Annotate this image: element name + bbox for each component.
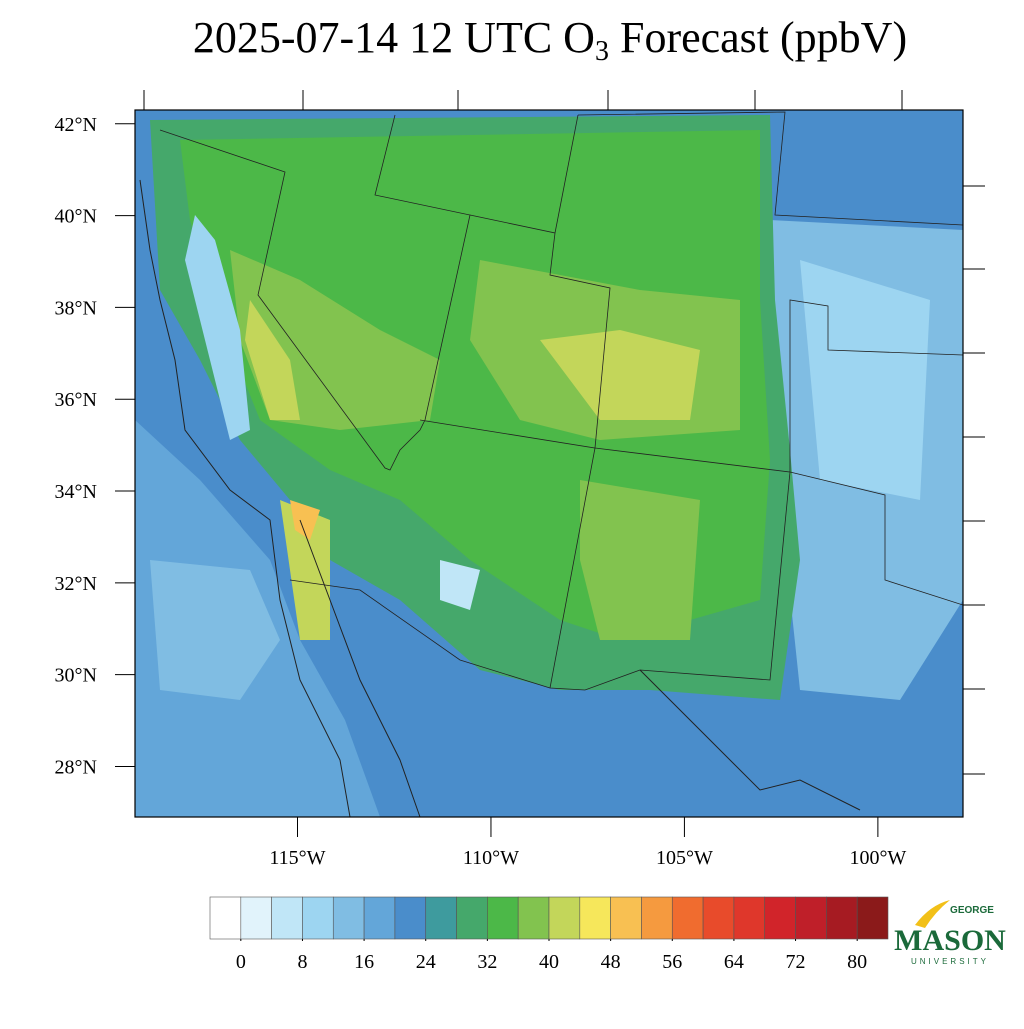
colorbar-box [548, 896, 581, 940]
hot-spot [290, 500, 320, 540]
colorbar-box [702, 896, 735, 940]
logo-main: MASON [894, 924, 1006, 957]
y-tick-label: 34°N [55, 481, 97, 503]
land-nm [580, 480, 700, 640]
y-tick-label: 32°N [55, 573, 97, 595]
colorbar-box [209, 896, 242, 940]
colorbar-box [456, 896, 488, 940]
colorbar-box [733, 896, 766, 940]
colorbar-box [795, 896, 827, 940]
colorbar-box [302, 896, 334, 940]
x-tick-label: 105°W [656, 847, 713, 869]
x-tick-label: 100°W [849, 847, 906, 869]
y-tick-label: 38°N [55, 297, 97, 319]
colorbar-box [487, 896, 519, 940]
colorbar-label: 48 [601, 951, 621, 973]
title-suffix: Forecast (ppbV) [609, 13, 907, 62]
colorbar-label: 24 [416, 951, 436, 973]
state-borders [159, 111, 963, 691]
colorbar-label: 40 [539, 951, 559, 973]
logo-swoosh [915, 900, 950, 928]
colorbar-box [671, 896, 704, 940]
colorbar-box [517, 896, 550, 940]
y-tick-label: 42°N [55, 114, 97, 136]
title-subscript: 3 [595, 36, 609, 67]
title: 2025-07-14 12 UTC O3 Forecast (ppbV) [193, 13, 907, 67]
colorbar-label: 72 [786, 951, 806, 973]
colorbar-label: 8 [297, 951, 307, 973]
colorbar-label: 0 [236, 951, 246, 973]
colorbar-box [764, 896, 796, 940]
colorbar-label: 16 [354, 951, 374, 973]
colorbar-box [394, 896, 427, 940]
colorbar-box [271, 896, 303, 940]
y-tick-label: 30°N [55, 665, 97, 687]
title-prefix: 2025-07-14 12 UTC O [193, 13, 595, 62]
colorbar-label: 80 [847, 951, 867, 973]
colorbar-box [856, 896, 889, 940]
hot-baja [280, 500, 330, 640]
colorbar-box [579, 896, 611, 940]
logo-bottom: UNIVERSITY [911, 957, 989, 966]
y-tick-label: 28°N [55, 757, 97, 779]
colorbar-box [332, 896, 365, 940]
map-frame [134, 109, 964, 818]
logo-top: GEORGE [950, 905, 994, 916]
desert-light [440, 560, 480, 610]
ocean-band [150, 560, 280, 700]
frame-ticks [143, 90, 985, 775]
logo: GEORGE MASON UNIVERSITY [894, 900, 1006, 966]
x-tick-label: 115°W [269, 847, 325, 869]
colorbar-box [363, 896, 396, 940]
valley-light [185, 215, 250, 440]
colorbar-box [826, 896, 858, 940]
colorbar-label: 56 [662, 951, 682, 973]
coastlines [139, 179, 861, 817]
y-tick-label: 40°N [55, 206, 97, 228]
plains-lighter [800, 260, 930, 500]
hot-plateau [540, 330, 700, 420]
colorbar-label: 64 [724, 951, 744, 973]
y-tick-label: 36°N [55, 389, 97, 411]
colorbar-box [641, 896, 673, 940]
map-field [135, 110, 963, 817]
colorbar-box [425, 896, 457, 940]
colorbar-label: 32 [477, 951, 497, 973]
hot-sierra [245, 300, 300, 420]
colorbar-box [240, 896, 272, 940]
x-tick-label: 110°W [463, 847, 519, 869]
colorbar-box [610, 896, 642, 940]
